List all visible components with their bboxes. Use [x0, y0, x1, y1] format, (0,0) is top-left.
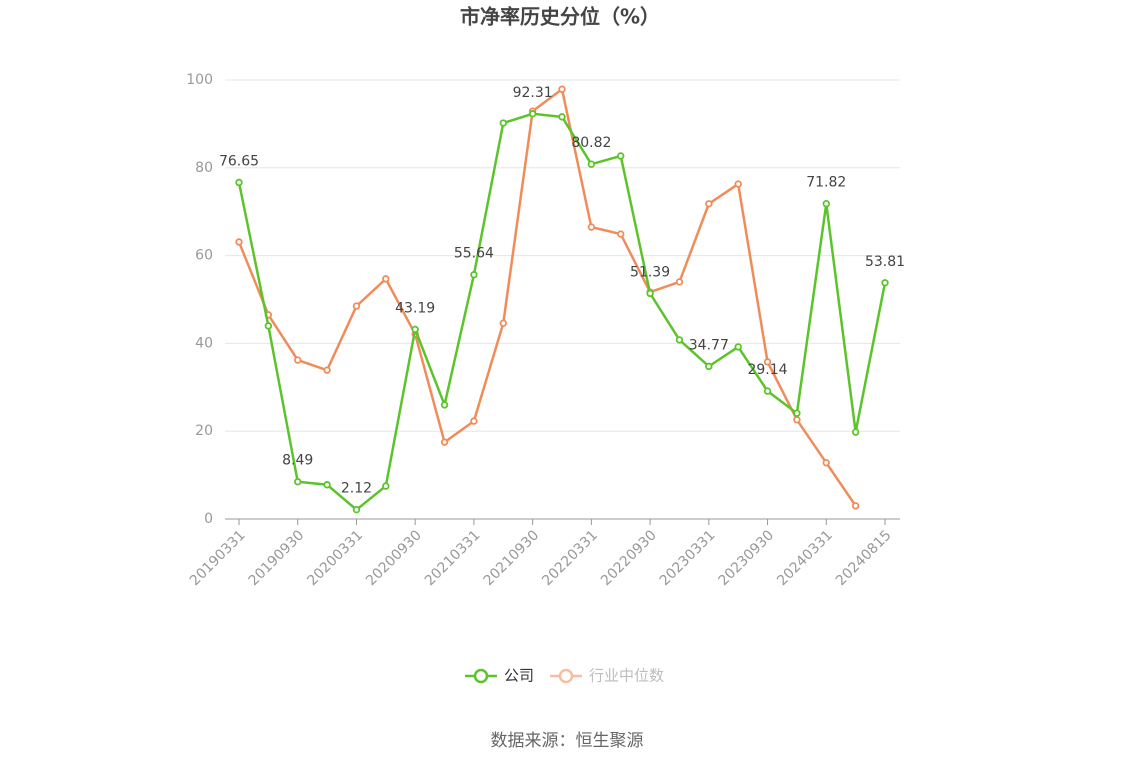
- point: [822, 200, 830, 208]
- x-tick-label: 20240815: [833, 527, 895, 589]
- point: [470, 417, 478, 425]
- point: [294, 478, 302, 486]
- data-label: 76.65: [219, 154, 259, 170]
- point: [411, 325, 419, 334]
- point: [851, 502, 860, 510]
- point: [587, 223, 596, 231]
- data-label: 51.39: [630, 264, 670, 280]
- x-tick-label: 20210930: [481, 527, 543, 589]
- legend-item: 公司: [465, 667, 534, 685]
- point: [470, 271, 478, 279]
- series-line: [237, 112, 887, 512]
- data-label: 53.81: [865, 254, 905, 270]
- point: [264, 322, 273, 330]
- x-tick-label: 20230930: [715, 527, 777, 589]
- point: [440, 401, 449, 409]
- x-tick-label: 20190930: [246, 527, 308, 589]
- point: [793, 416, 801, 424]
- point: [705, 200, 713, 208]
- chart-title: 市净率历史分位（%）: [460, 5, 660, 29]
- point: [440, 438, 449, 446]
- data-label: 29.14: [747, 362, 787, 378]
- point: [352, 302, 361, 310]
- point: [851, 428, 860, 436]
- point: [617, 152, 625, 160]
- data-label: 43.19: [395, 300, 435, 316]
- data-label: 8.49: [282, 453, 313, 469]
- data-label: 34.77: [689, 337, 729, 353]
- y-tick-label: 20: [195, 423, 213, 439]
- point: [382, 482, 390, 490]
- x-tick-label: 20220930: [598, 527, 660, 589]
- point: [382, 275, 390, 283]
- source: 数据来源：恒生聚源: [491, 731, 644, 751]
- data-label: 2.12: [341, 481, 372, 497]
- point: [734, 180, 742, 188]
- data-label: 92.31: [513, 85, 553, 101]
- legend-item: 行业中位数: [550, 667, 664, 685]
- x-tick-label: 20220331: [539, 527, 601, 589]
- point: [763, 358, 772, 366]
- data-label: 71.82: [806, 175, 846, 191]
- point: [235, 238, 243, 246]
- point: [499, 119, 507, 127]
- point: [558, 113, 566, 121]
- point: [675, 278, 684, 286]
- x-tick-label: 20230331: [657, 527, 719, 589]
- y-tick-label: 80: [195, 160, 213, 176]
- point: [705, 362, 713, 371]
- data-label: 80.82: [571, 135, 611, 151]
- point: [675, 336, 684, 344]
- point: [734, 343, 742, 351]
- y-tick-label: 60: [195, 248, 213, 264]
- point: [294, 356, 302, 364]
- x-tick-label: 20200331: [304, 527, 366, 589]
- legend-symbol: [473, 668, 489, 684]
- point: [558, 85, 566, 93]
- y-tick-label: 40: [195, 335, 213, 351]
- point: [763, 387, 772, 395]
- series-line: [237, 87, 857, 507]
- legend-label: 公司: [504, 667, 534, 685]
- x-tick-label: 20200930: [363, 527, 425, 589]
- point: [822, 459, 830, 467]
- point: [352, 505, 361, 514]
- point: [587, 160, 596, 168]
- point: [323, 366, 331, 374]
- x-tick-label: 20210331: [422, 527, 484, 589]
- x-tick-label: 20190331: [187, 527, 249, 589]
- point: [617, 230, 625, 238]
- y-tick-label: 100: [186, 72, 213, 88]
- x-tick-label: 20240331: [774, 527, 836, 589]
- point: [793, 409, 801, 417]
- point: [323, 481, 331, 489]
- legend-symbol: [558, 668, 574, 684]
- point: [646, 289, 654, 298]
- point: [499, 319, 507, 327]
- point: [528, 110, 537, 118]
- y-tick-label: 0: [204, 511, 213, 527]
- point: [235, 178, 243, 187]
- legend-label: 行业中位数: [589, 667, 664, 685]
- point: [881, 279, 889, 287]
- data-label: 55.64: [454, 246, 494, 262]
